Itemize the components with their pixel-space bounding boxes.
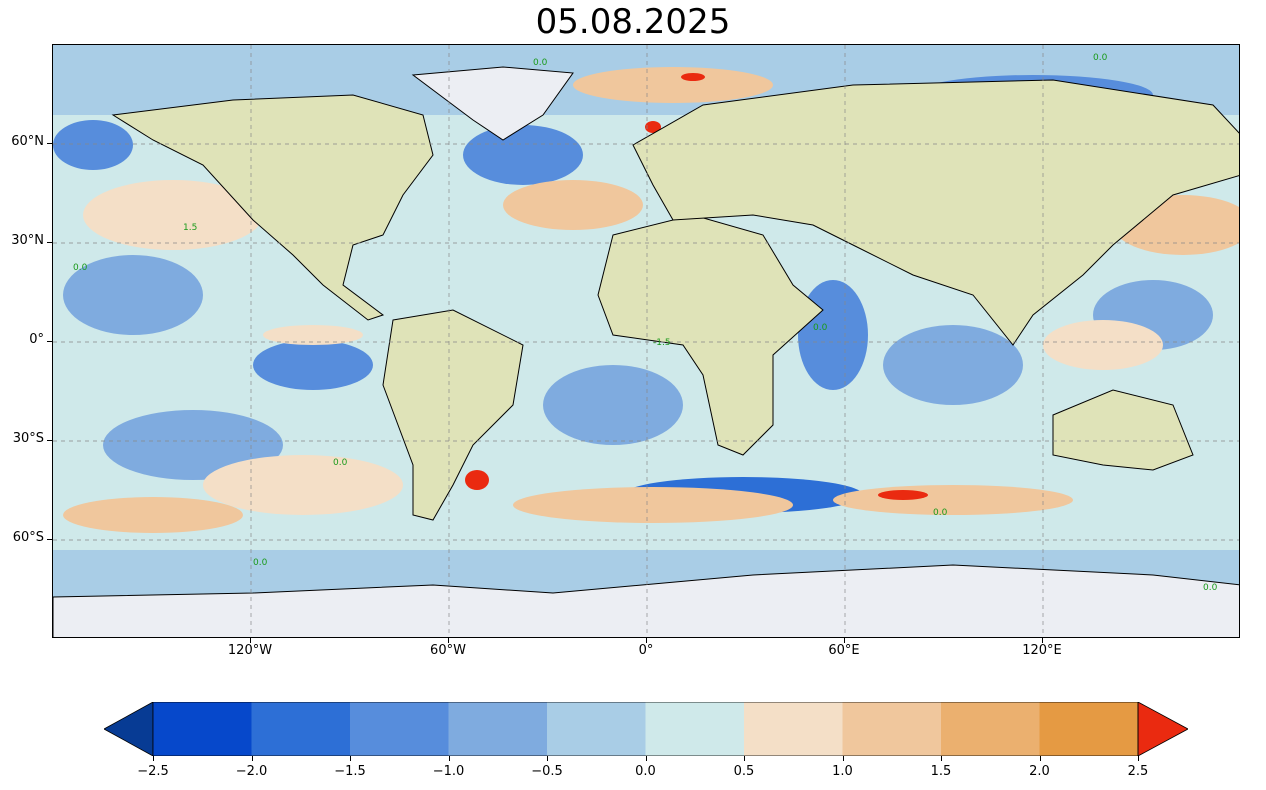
- colorbar-tick-label: −1.5: [334, 764, 366, 779]
- colorbar-tick-label: 2.0: [1029, 764, 1050, 779]
- colorbar-tick-label: −2.0: [235, 764, 268, 779]
- contour-label: 0.0: [73, 263, 88, 273]
- lat-label: 0°: [29, 332, 44, 347]
- colorbar-segment: [448, 702, 548, 756]
- colorbar-segment: [941, 702, 1040, 756]
- colorbar-tick-mark: [153, 756, 154, 761]
- colorbar-tick-mark: [547, 756, 548, 761]
- lat-label: 30°S: [12, 431, 44, 446]
- lon-label: 120°E: [1022, 643, 1062, 658]
- colorbar-tick-mark: [842, 756, 844, 761]
- colorbar-tick-mark: [448, 756, 450, 761]
- colorbar-tick-label: −1.0: [432, 764, 465, 779]
- lon-tick-mark: [448, 638, 449, 643]
- lat-tick-mark: [47, 341, 52, 342]
- graticule: [53, 45, 1239, 637]
- lat-tick-mark: [47, 539, 52, 540]
- colorbar-tick-label: 1.5: [930, 764, 952, 779]
- colorbar-segment: [842, 702, 942, 756]
- colorbar-segment: [350, 702, 449, 756]
- colorbar-tick-mark: [645, 756, 647, 761]
- colorbar-segment: [1039, 702, 1139, 756]
- lat-label: 30°N: [11, 233, 44, 248]
- colorbar-tick-label: −2.5: [137, 764, 169, 779]
- contour-label: 0.0: [1203, 583, 1218, 593]
- colorbar-tick-label: 1.0: [832, 764, 853, 779]
- colorbar-tick-mark: [1039, 756, 1041, 761]
- colorbar-segment: [645, 702, 745, 756]
- contour-label: 0.0: [333, 458, 348, 468]
- colorbar-extend-high: [1137, 702, 1188, 756]
- sea-level-anomaly-map: 0.0 1.5 0.0 0.0 0.0 0.0 0.0 -1.5 0.0 0.0: [53, 45, 1239, 637]
- lon-label: 60°W: [430, 643, 466, 658]
- contour-label: -1.5: [653, 338, 671, 348]
- lon-tick-mark: [646, 638, 647, 643]
- colorbar-tick-mark: [251, 756, 253, 761]
- colorbar-tick-mark: [1138, 756, 1139, 761]
- colorbar-segments: [153, 702, 1139, 756]
- lon-label: 60°E: [828, 643, 860, 658]
- colorbar-tick-label: 0.0: [635, 764, 656, 779]
- colorbar-extend-low: [104, 702, 154, 756]
- lat-tick-mark: [47, 242, 52, 243]
- lat-label: 60°S: [12, 530, 44, 545]
- colorbar-segment: [153, 702, 252, 756]
- lat-label: 60°N: [11, 134, 44, 149]
- colorbar-tick-label: 2.5: [1127, 764, 1149, 779]
- colorbar: [104, 702, 1188, 756]
- lon-label: 0°: [638, 643, 654, 658]
- lat-tick-mark: [47, 143, 52, 144]
- lon-label: 120°W: [227, 643, 273, 658]
- colorbar-tick-label: −0.5: [531, 764, 563, 779]
- map-panel: 0.0 1.5 0.0 0.0 0.0 0.0 0.0 -1.5 0.0 0.0: [52, 44, 1240, 638]
- colorbar-segment: [744, 702, 843, 756]
- colorbar-tick-mark: [941, 756, 942, 761]
- contour-label: 0.0: [933, 508, 948, 518]
- colorbar-segment: [251, 702, 351, 756]
- contour-label: 0.0: [1093, 53, 1108, 63]
- map-title: 05.08.2025: [535, 2, 731, 42]
- colorbar-tick-label: 0.5: [733, 764, 755, 779]
- colorbar-tick-mark: [744, 756, 745, 761]
- contour-label: 0.0: [253, 558, 268, 568]
- lat-tick-mark: [47, 440, 52, 441]
- colorbar-tick-mark: [350, 756, 351, 761]
- colorbar-segment: [547, 702, 646, 756]
- lon-tick-mark: [844, 638, 845, 643]
- contour-label: 0.0: [533, 58, 548, 68]
- lon-tick-mark: [250, 638, 251, 643]
- lon-tick-mark: [1042, 638, 1043, 643]
- contour-label: 0.0: [813, 323, 828, 333]
- contour-labels: 0.0 1.5 0.0 0.0 0.0 0.0 0.0 -1.5 0.0 0.0: [73, 53, 1218, 593]
- landmasses: [53, 66, 1239, 637]
- contour-label: 1.5: [183, 223, 197, 233]
